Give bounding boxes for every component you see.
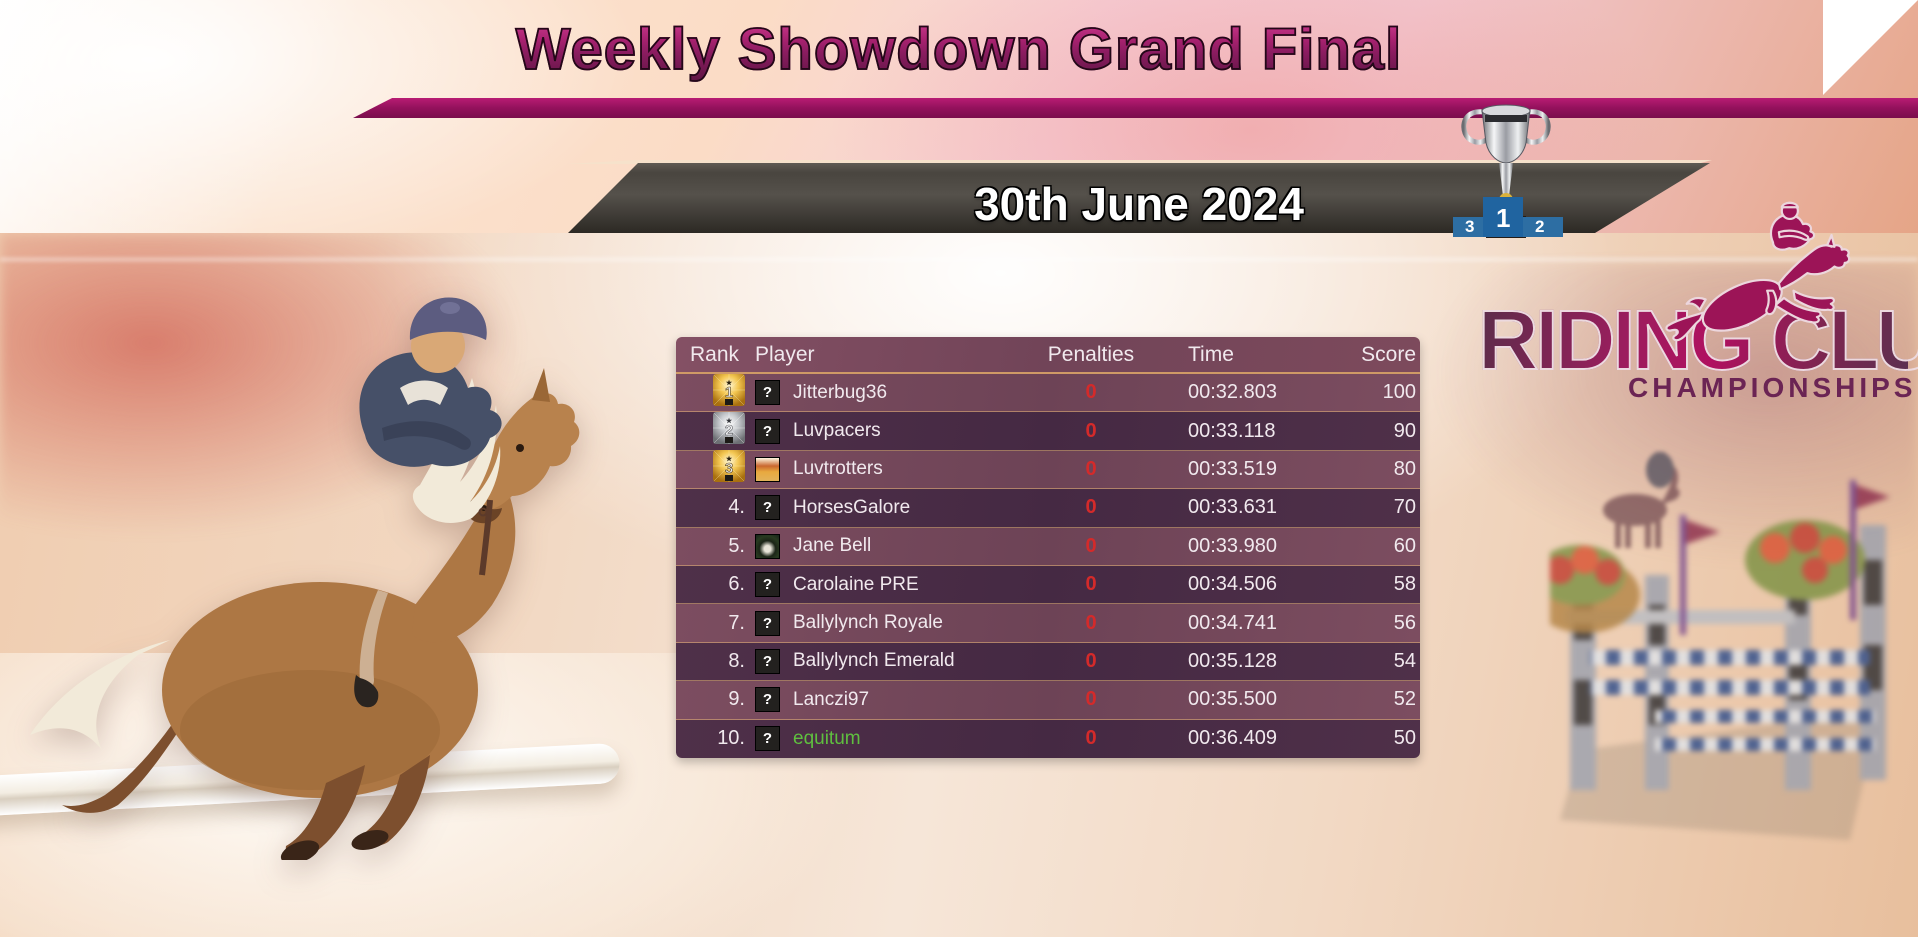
svg-text:2: 2 [1535,217,1544,236]
svg-text:3: 3 [725,460,733,477]
svg-text:1: 1 [725,384,733,401]
svg-text:1: 1 [1496,203,1510,233]
svg-text:2: 2 [725,422,733,439]
svg-text:3: 3 [1465,217,1474,236]
